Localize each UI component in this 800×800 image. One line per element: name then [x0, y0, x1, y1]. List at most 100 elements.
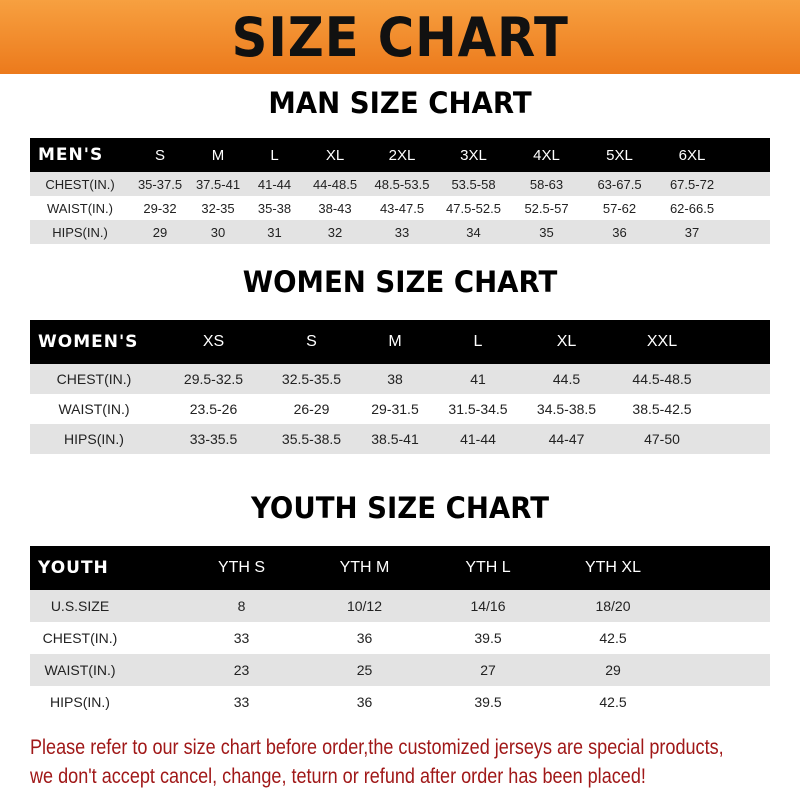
measurement-cell: 14/16: [470, 598, 506, 614]
measurement-cell: 38.5-41: [371, 431, 419, 447]
size-column-header: 3XL: [460, 146, 487, 164]
measurement-cell: 33-35.5: [189, 431, 238, 447]
measurement-cell: 38: [387, 371, 403, 387]
measurement-cell: 63-67.5: [597, 176, 642, 192]
youth-size-table: YOUTH YTH S YTH M YTH L YTH XL U.S.SIZE 8 10/12…: [30, 546, 770, 718]
size-column-header: XL: [325, 146, 345, 164]
size-column-header: YTH M: [339, 559, 390, 576]
measurement-cell: 31: [267, 224, 282, 240]
measurement-cell: 36: [612, 224, 627, 240]
measurement-cell: 37: [684, 224, 700, 240]
measurement-cell: 35-38: [257, 200, 292, 216]
size-column-header: 5XL: [606, 146, 633, 164]
men-header-label: MEN'S: [38, 145, 104, 165]
measurement-cell: 47.5-52.5: [446, 200, 501, 216]
measurement-cell: 44-48.5: [312, 176, 358, 192]
measurement-cell: 48.5-53.5: [374, 176, 430, 192]
size-column-header: 6XL: [678, 146, 706, 164]
measurement-cell: 35-37.5: [137, 176, 183, 192]
measurement-cell: 42.5: [599, 694, 627, 710]
measurement-cell: 10/12: [346, 598, 383, 614]
measurement-cell: 44.5: [552, 371, 581, 387]
measurement-cell: 33: [394, 224, 410, 240]
size-column-header: M: [211, 146, 225, 164]
table-row: WAIST(IN.) 29-32 32-35 35-38 38-43 43-47.5 47.…: [30, 196, 770, 220]
row-label: HIPS(IN.): [64, 431, 124, 447]
measurement-cell: 58-63: [529, 176, 564, 192]
row-label: WAIST(IN.): [44, 662, 116, 678]
table-row: U.S.SIZE 8 10/12 14/16 18/20: [30, 590, 770, 622]
row-label: CHEST(IN.): [42, 630, 118, 646]
banner-title: SIZE CHART: [231, 5, 569, 69]
measurement-cell: 41-44: [460, 431, 496, 447]
measurement-cell: 41: [470, 371, 486, 387]
measurement-cell: 37.5-41: [195, 176, 241, 192]
measurement-cell: 33: [233, 694, 250, 710]
measurement-cell: 32: [327, 224, 343, 240]
measurement-cell: 26-29: [293, 401, 330, 417]
measurement-cell: 36: [356, 694, 373, 710]
table-row: HIPS(IN.) 33-35.5 35.5-38.5 38.5-41 41-44 44-…: [30, 424, 770, 454]
row-label: WAIST(IN.): [47, 200, 113, 216]
size-column-header: S: [154, 146, 165, 164]
table-row: CHEST(IN.) 33 36 39.5 42.5: [30, 622, 770, 654]
measurement-cell: 38.5-42.5: [632, 401, 692, 417]
measurement-cell: 34: [466, 224, 481, 240]
measurement-cell: 38-43: [318, 200, 352, 216]
measurement-cell: 35: [539, 224, 554, 240]
measurement-cell: 35.5-38.5: [281, 431, 342, 447]
size-column-header: S: [306, 333, 317, 350]
measurement-cell: 32-35: [201, 200, 235, 216]
size-column-header: XL: [556, 333, 577, 350]
women-header-label: WOMEN'S: [38, 332, 139, 352]
size-column-header: YTH XL: [584, 559, 641, 576]
measurement-cell: 47-50: [644, 431, 680, 447]
measurement-cell: 42.5: [599, 630, 627, 646]
measurement-cell: 33: [233, 630, 250, 646]
men-section-title: MAN SIZE CHART: [268, 86, 532, 120]
measurement-cell: 25: [356, 662, 373, 678]
measurement-cell: 44.5-48.5: [632, 371, 692, 387]
size-column-header: M: [388, 333, 402, 350]
measurement-cell: 57-62: [602, 200, 637, 216]
measurement-cell: 30: [210, 224, 226, 240]
measurement-cell: 18/20: [595, 598, 631, 614]
men-header-row: MEN'S S M L XL 2XL 3XL 4XL 5XL 6XL: [30, 138, 770, 172]
table-row: HIPS(IN.) 33 36 39.5 42.5: [30, 686, 770, 718]
table-row: WAIST(IN.) 23.5-26 26-29 29-31.5 31.5-34.5 34…: [30, 394, 770, 424]
measurement-cell: 29.5-32.5: [183, 371, 244, 387]
measurement-cell: 43-47.5: [379, 200, 425, 216]
youth-header-row: YOUTH YTH S YTH M YTH L YTH XL: [30, 546, 770, 590]
youth-section-title: YOUTH SIZE CHART: [250, 491, 550, 525]
women-size-table: WOMEN'S XS S M L XL XXL CHEST(IN.) 29.5-32.5 32.5…: [30, 320, 770, 454]
size-column-header: 4XL: [533, 146, 560, 164]
measurement-cell: 32.5-35.5: [281, 371, 342, 387]
measurement-cell: 39.5: [474, 630, 502, 646]
measurement-cell: 23: [233, 662, 250, 678]
measurement-cell: 23.5-26: [189, 401, 238, 417]
measurement-cell: 53.5-58: [451, 176, 496, 192]
order-notice-line-2: we don't accept cancel, change, teturn o…: [30, 765, 646, 788]
table-row: CHEST(IN.) 29.5-32.5 32.5-35.5 38 41 44.5 44.5…: [30, 364, 770, 394]
measurement-cell: 67.5-72: [669, 176, 715, 192]
size-column-header: 2XL: [388, 146, 416, 164]
table-row: HIPS(IN.) 29 30 31 32 33 34 35 36 37: [30, 220, 770, 244]
youth-header-label: YOUTH: [38, 558, 109, 578]
women-header-row: WOMEN'S XS S M L XL XXL: [30, 320, 770, 364]
measurement-cell: 44-47: [548, 431, 585, 447]
measurement-cell: 62-66.5: [669, 200, 715, 216]
measurement-cell: 29: [605, 662, 621, 678]
measurement-cell: 36: [356, 630, 373, 646]
measurement-cell: 29: [152, 224, 168, 240]
size-column-header: YTH S: [217, 559, 266, 576]
table-row: CHEST(IN.) 35-37.5 37.5-41 41-44 44-48.5 48.5…: [30, 172, 770, 196]
order-notice-line-1: Please refer to our size chart before or…: [30, 736, 724, 759]
measurement-cell: 34.5-38.5: [536, 401, 597, 417]
measurement-cell: 29-32: [143, 200, 177, 216]
measurement-cell: 39.5: [474, 694, 502, 710]
row-label: CHEST(IN.): [56, 371, 132, 387]
women-section-title: WOMEN SIZE CHART: [242, 265, 558, 299]
row-label: WAIST(IN.): [58, 401, 130, 417]
row-label: HIPS(IN.): [50, 694, 110, 710]
size-column-header: YTH L: [465, 559, 511, 576]
